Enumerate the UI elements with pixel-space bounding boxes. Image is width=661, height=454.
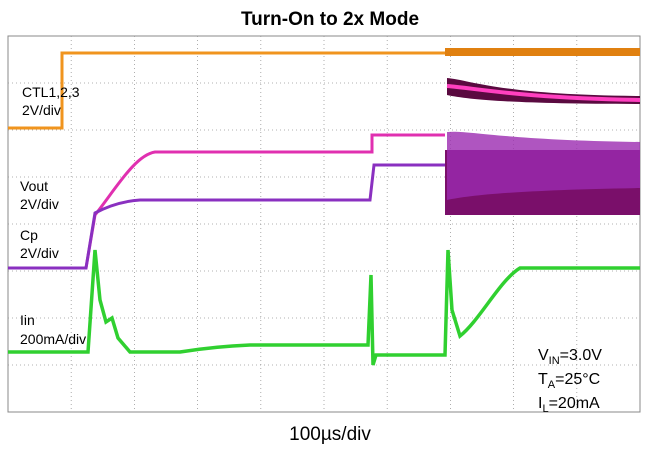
channel-scale: 2V/div	[20, 196, 59, 212]
vout-band-core	[446, 84, 641, 102]
condition-symbol: I	[538, 395, 542, 412]
condition-symbol: T	[538, 371, 548, 388]
title: Turn-On to 2x Mode	[241, 9, 419, 30]
condition-symbol: V	[538, 347, 549, 364]
cp-trace	[8, 163, 445, 270]
grid	[8, 36, 640, 412]
time-scale: 100µs/div	[289, 424, 371, 445]
cp-band-core	[447, 131, 640, 200]
condition-value: =3.0V	[560, 347, 603, 364]
channel-name: Cp	[20, 227, 38, 243]
condition-subscript: IN	[549, 355, 560, 367]
conditions: VIN=3.0V TA=25°C IL=20mA	[538, 347, 602, 415]
condition: IL=20mA	[538, 395, 600, 415]
channel-scale: 2V/div	[20, 245, 59, 261]
channel-name: Iin	[20, 312, 35, 328]
channel-scale: 200mA/div	[20, 331, 86, 347]
condition: TA=25°C	[538, 371, 600, 391]
condition: VIN=3.0V	[538, 347, 602, 367]
condition-subscript: A	[548, 379, 556, 391]
iin-trace	[8, 249, 640, 366]
condition-subscript: L	[542, 403, 548, 415]
channel-name: Vout	[20, 178, 48, 194]
condition-value: =20mA	[549, 395, 600, 412]
ctl-trace	[8, 51, 445, 130]
channel-scale: 2V/div	[22, 102, 61, 118]
condition-value: =25°C	[555, 371, 600, 388]
channel-name: CTL1,2,3	[22, 84, 80, 100]
